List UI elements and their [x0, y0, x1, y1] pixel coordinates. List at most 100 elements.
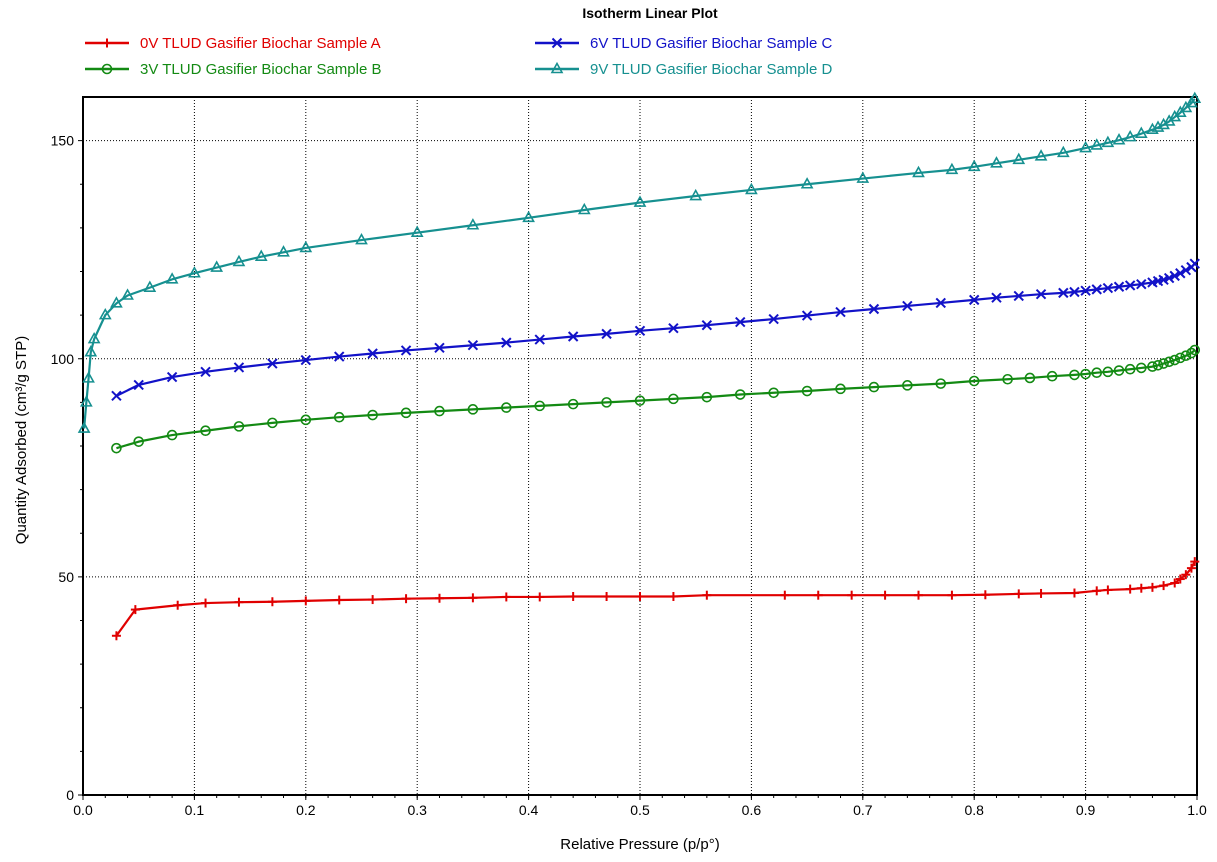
data-point	[300, 414, 312, 426]
data-point	[1189, 344, 1201, 356]
series-layer	[77, 91, 1202, 641]
data-point	[1102, 366, 1114, 378]
data-point	[991, 292, 1002, 303]
data-point	[1056, 145, 1070, 158]
legend-marker	[550, 61, 564, 74]
data-point	[501, 337, 512, 348]
y-tick-label: 150	[51, 133, 75, 149]
data-point	[1069, 369, 1080, 381]
data-point	[143, 280, 157, 292]
data-point	[1103, 585, 1113, 595]
data-point	[702, 590, 712, 600]
data-point	[466, 218, 480, 230]
data-point	[434, 593, 444, 603]
data-point	[200, 366, 211, 378]
data-point	[734, 389, 746, 400]
data-point	[1024, 372, 1036, 384]
data-point	[300, 354, 312, 366]
data-point	[1169, 354, 1181, 366]
data-point	[200, 425, 211, 437]
data-point	[1163, 272, 1175, 284]
data-point	[121, 288, 134, 300]
legend-label: 3V TLUD Gasifier Biochar Sample B	[140, 61, 382, 78]
data-point	[1012, 152, 1026, 165]
data-point	[1180, 350, 1192, 361]
data-point	[813, 590, 823, 600]
data-point	[130, 605, 140, 615]
data-point	[1189, 258, 1200, 269]
data-point	[334, 595, 344, 605]
y-tick-label: 100	[51, 351, 75, 367]
data-point	[82, 371, 95, 383]
x-tick-label: 0.6	[742, 802, 762, 818]
data-point	[1175, 268, 1186, 279]
data-point	[210, 260, 224, 272]
data-point	[535, 592, 545, 602]
data-point	[368, 595, 378, 605]
y-axis-label: Quantity Adsorbed (cm³/g STP)	[13, 336, 30, 544]
data-point	[467, 340, 479, 351]
legend-item: 6V TLUD Gasifier Biochar Sample C	[535, 35, 832, 52]
data-point	[87, 331, 101, 344]
legend: 0V TLUD Gasifier Biochar Sample A 3V TLUD…	[85, 35, 832, 78]
data-point	[84, 345, 98, 357]
data-point	[1069, 588, 1079, 598]
data-point	[1014, 589, 1024, 599]
data-point	[501, 592, 511, 602]
data-point	[1136, 362, 1147, 374]
data-point	[1158, 358, 1169, 369]
data-point	[201, 598, 211, 608]
data-point	[111, 390, 122, 402]
data-point	[1152, 359, 1164, 371]
data-point	[1125, 584, 1135, 594]
data-point	[1102, 282, 1114, 294]
series-line	[115, 561, 1196, 637]
data-point	[165, 272, 179, 284]
data-point	[1190, 557, 1200, 567]
data-point	[111, 631, 121, 641]
data-point	[367, 409, 378, 421]
series-1	[111, 344, 1201, 454]
data-point	[111, 442, 122, 454]
data-point	[534, 334, 545, 345]
data-point	[77, 421, 91, 433]
legend-marker	[101, 63, 113, 75]
legend-marker	[102, 38, 112, 48]
data-point	[1080, 368, 1091, 380]
legend-marker	[551, 37, 563, 49]
data-point	[800, 177, 814, 189]
x-tick-label: 0.0	[73, 802, 93, 818]
data-point	[400, 407, 412, 419]
data-point	[98, 307, 112, 320]
legend-item: 9V TLUD Gasifier Biochar Sample D	[535, 61, 832, 78]
data-point	[967, 159, 981, 172]
data-point	[689, 188, 703, 201]
data-point	[768, 387, 779, 399]
y-tick-label: 0	[66, 787, 74, 803]
data-point	[233, 421, 245, 432]
x-tick-label: 0.7	[853, 802, 873, 818]
axes: 0.0 0.1 0.2 0.3 0.4 0.5 0.6 0.7 0.8 0.9 1.0 0 50 100 1…	[51, 96, 1207, 818]
x-tick-label: 0.2	[296, 802, 316, 818]
data-point	[367, 348, 378, 359]
legend-label: 9V TLUD Gasifier Biochar Sample D	[590, 61, 832, 78]
x-tick-label: 0.8	[964, 802, 984, 818]
data-point	[856, 171, 870, 183]
grid-lines	[83, 97, 1197, 795]
legend-label: 6V TLUD Gasifier Biochar Sample C	[590, 35, 832, 52]
data-point	[577, 202, 591, 215]
data-point	[568, 592, 578, 602]
data-point	[254, 249, 268, 261]
data-point	[267, 358, 278, 369]
data-point	[434, 342, 445, 354]
y-tick-label: 50	[58, 569, 74, 585]
x-tick-label: 1.0	[1187, 802, 1207, 818]
data-point	[735, 316, 746, 328]
data-point	[1124, 363, 1136, 375]
data-point	[1186, 563, 1196, 573]
data-point	[847, 590, 857, 600]
x-tick-label: 0.1	[185, 802, 205, 818]
data-point	[601, 328, 612, 340]
data-point	[801, 310, 813, 321]
data-point	[1163, 356, 1175, 368]
